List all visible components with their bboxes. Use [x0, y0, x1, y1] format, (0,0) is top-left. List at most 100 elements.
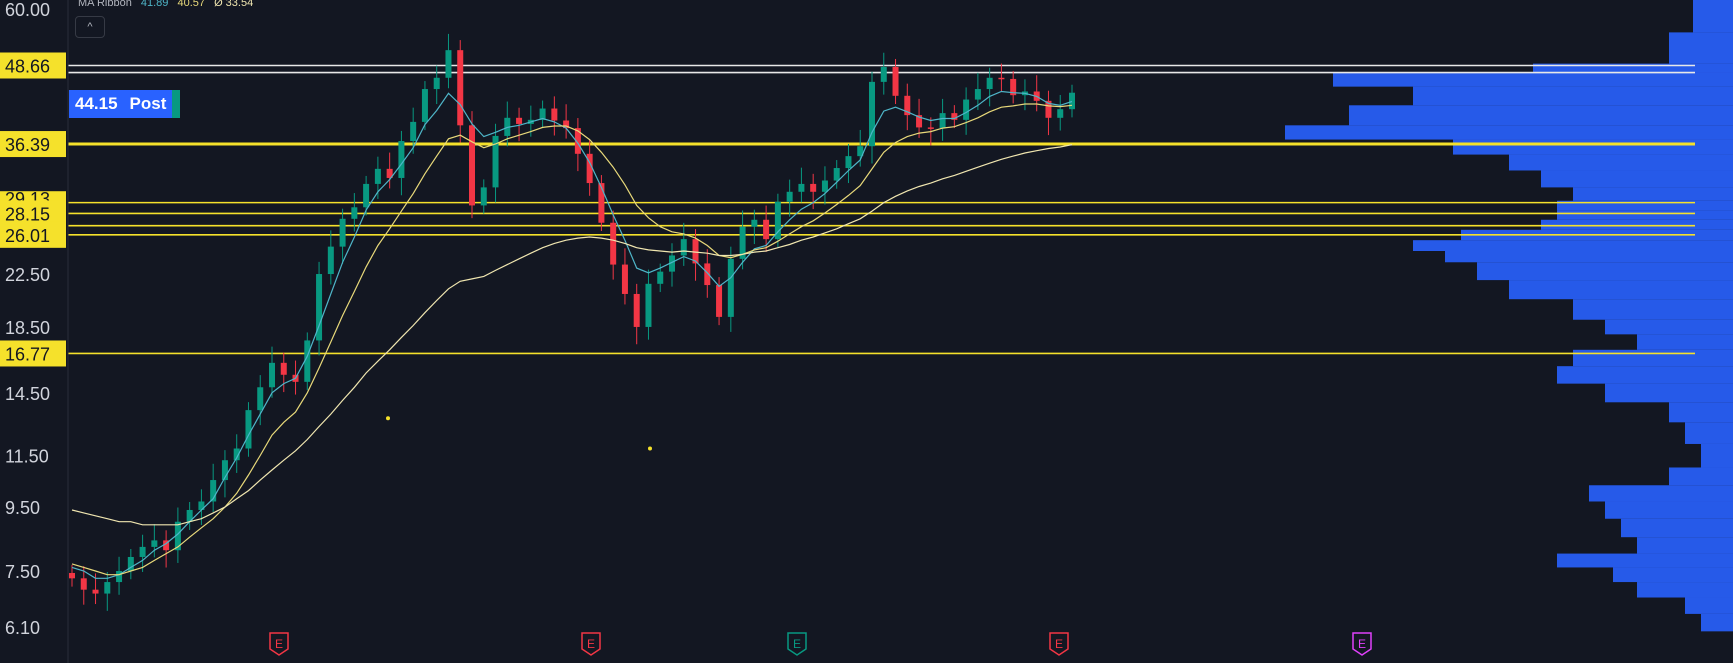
candle-body — [1069, 92, 1075, 110]
candle-body — [633, 293, 640, 327]
candle-body — [610, 222, 617, 265]
candle-body — [833, 168, 840, 181]
candle-body — [421, 89, 428, 122]
volume-profile-bar — [1573, 187, 1733, 201]
volume-profile-bar — [1637, 537, 1733, 554]
candle-body — [927, 127, 934, 129]
earnings-marker-icon — [581, 632, 601, 656]
post-label: Post — [129, 94, 167, 113]
price-label-text: 48.66 — [5, 56, 50, 76]
candle-body — [127, 556, 134, 572]
indicator-legend[interactable]: MA Ribbon 41.89 40.57 Ø 33.54 — [78, 0, 259, 9]
candle-body — [939, 113, 946, 129]
volume-profile-bar — [1637, 582, 1733, 598]
candle-body — [210, 480, 217, 502]
candle-body — [398, 141, 405, 178]
volume-profile-bar — [1509, 280, 1733, 300]
ma-line-2 — [71, 103, 1073, 576]
candle-body — [221, 460, 228, 481]
candle-body — [80, 578, 87, 590]
y-axis-tick-label: 6.10 — [5, 618, 40, 638]
volume-profile-bar — [1693, 0, 1733, 33]
earnings-marker-icon — [269, 632, 289, 656]
earnings-marker-label: E — [587, 637, 595, 651]
candle-body — [516, 117, 523, 124]
volume-profile-bar — [1605, 501, 1733, 519]
candle-body — [798, 183, 805, 192]
dot-marker — [648, 446, 652, 451]
volume-profile-bar — [1477, 262, 1733, 281]
y-axis-tick-label: 11.50 — [5, 446, 49, 466]
volume-profile-bar — [1333, 72, 1733, 87]
volume-profile-bar — [1701, 613, 1733, 632]
earnings-marker-label: E — [793, 637, 801, 651]
volume-profile-bar — [1589, 485, 1733, 502]
price-label-text: 28.15 — [5, 204, 50, 224]
price-label-bg — [0, 52, 66, 79]
candle-body — [645, 283, 652, 327]
indicator-name: MA Ribbon — [78, 0, 132, 9]
candle-body — [704, 263, 711, 286]
volume-profile-bar — [1637, 334, 1733, 350]
candle-body — [457, 50, 464, 126]
candle-body — [951, 113, 958, 120]
candle-body — [598, 183, 605, 223]
volume-profile-bar — [1557, 366, 1733, 384]
candle-body — [727, 258, 734, 317]
price-label-text: 26.01 — [5, 226, 50, 246]
candle-body — [998, 77, 1005, 80]
dot-marker — [386, 416, 390, 421]
candle-body — [916, 115, 923, 128]
volume-profile-bar — [1541, 170, 1733, 188]
volume-profile-bar — [1413, 240, 1733, 252]
candle-body — [151, 540, 158, 547]
candle-body — [327, 246, 334, 275]
candle-body — [433, 77, 440, 90]
ma-mid-value: 40.57 — [177, 0, 205, 9]
candle-body — [751, 219, 758, 227]
candle-body — [1010, 78, 1017, 96]
candle-body — [539, 108, 546, 120]
candle-body — [716, 285, 723, 317]
candle-body — [469, 125, 475, 206]
y-axis-tick-label: 22.50 — [5, 265, 50, 285]
volume-profile-bar — [1557, 210, 1733, 220]
candle-body — [445, 50, 452, 78]
candle-body — [316, 274, 323, 341]
candle-body — [1057, 109, 1064, 118]
y-axis-tick-label: 7.50 — [5, 562, 40, 582]
post-market-price-tag: 44.15 Post — [69, 90, 181, 118]
y-axis-tick-label: 14.50 — [5, 384, 50, 404]
candle-body — [116, 571, 123, 583]
volume-profile-bar — [1685, 597, 1733, 614]
candle-body — [480, 187, 487, 206]
candle-body — [739, 226, 746, 259]
volume-profile-bar — [1613, 567, 1733, 583]
earnings-marker-label: E — [1358, 637, 1366, 651]
collapse-legend-button[interactable]: ^ — [75, 16, 105, 38]
post-price: 44.15 — [75, 94, 118, 113]
price-label-bg — [0, 340, 66, 367]
candle-body — [1045, 100, 1052, 118]
candle-body — [880, 66, 887, 82]
ma-fast-value: 41.89 — [140, 0, 169, 9]
price-label-bg — [0, 221, 66, 248]
candle-body — [986, 77, 993, 90]
candle-body — [680, 239, 687, 256]
candle-body — [363, 183, 370, 208]
candle-body — [339, 218, 346, 247]
candle-body — [104, 582, 111, 594]
volume-profile-bar — [1669, 32, 1733, 64]
candle-body — [198, 501, 205, 510]
candle-body — [692, 239, 699, 264]
candle-body — [974, 89, 981, 100]
candle-body — [845, 156, 852, 169]
volume-profile-bar — [1573, 349, 1733, 367]
candle-body — [374, 168, 381, 184]
candle-body — [410, 121, 417, 142]
y-axis-tick-label: 18.50 — [5, 318, 50, 338]
volume-profile-bar — [1557, 553, 1733, 568]
y-axis-tick-label: 60.00 — [5, 0, 50, 20]
